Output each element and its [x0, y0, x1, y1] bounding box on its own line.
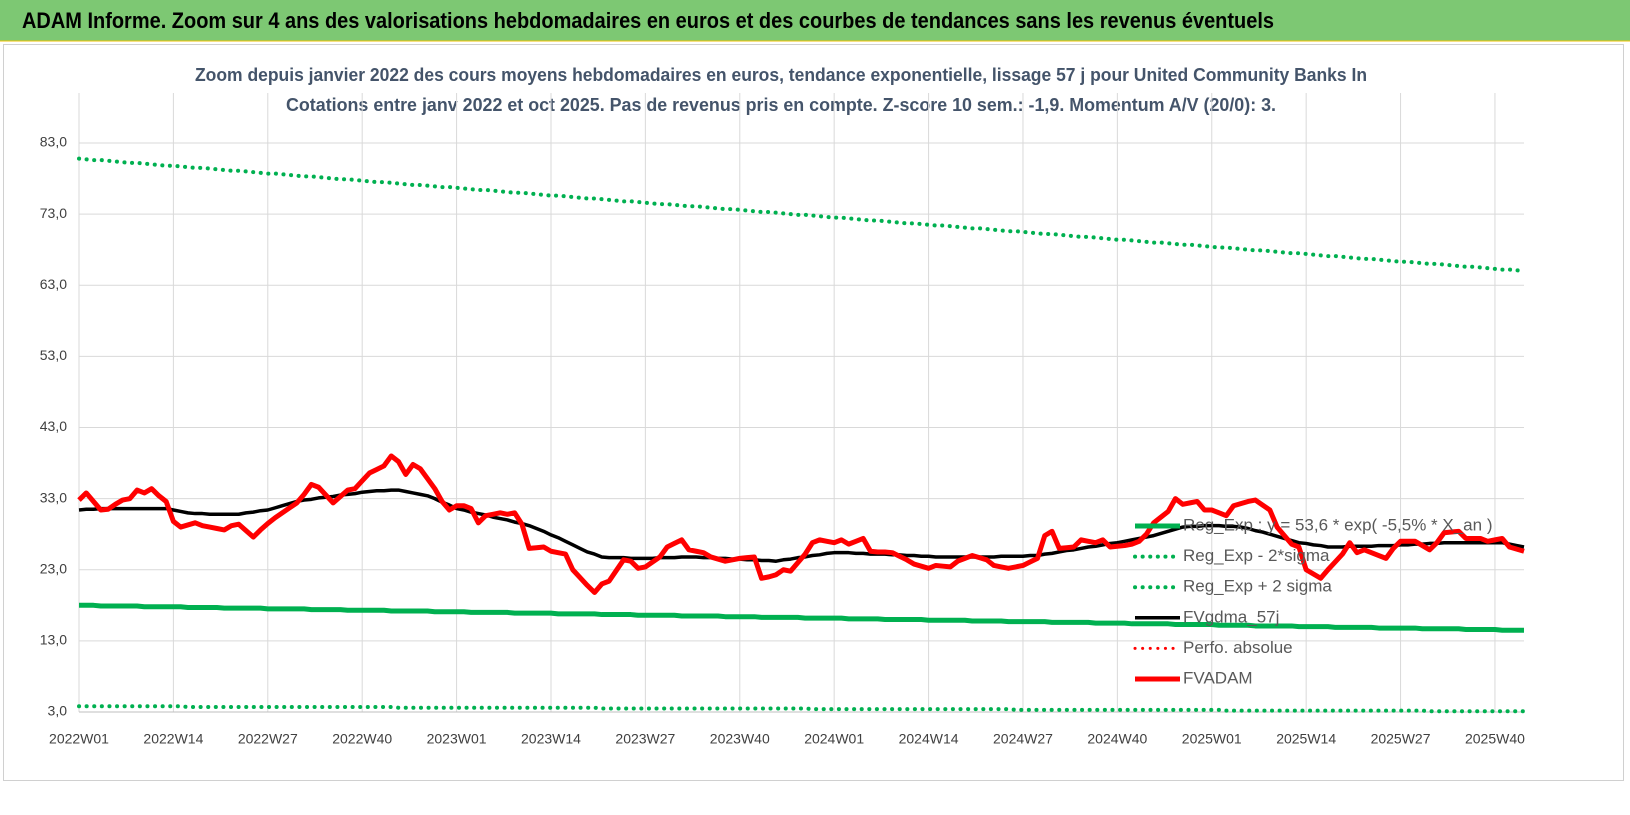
legend-label: FVADAM: [1183, 668, 1253, 687]
x-tick-label: 2024W27: [993, 731, 1053, 747]
x-tick-label: 2022W40: [332, 731, 392, 747]
y-tick-label: 83,0: [40, 134, 67, 150]
x-tick-label: 2023W01: [427, 731, 487, 747]
y-tick-label: 63,0: [40, 276, 67, 292]
legend: Reg_Exp : y = 53,6 * exp( -5,5% * X_an )…: [1133, 515, 1492, 687]
x-tick-label: 2025W40: [1465, 731, 1525, 747]
plot: [77, 156, 1526, 714]
x-tick-label: 2025W14: [1276, 731, 1336, 747]
series-line: [77, 453, 1525, 596]
x-tick-label: 2022W27: [238, 731, 298, 747]
x-tick-label: 2024W40: [1087, 731, 1147, 747]
x-tick-label: 2022W01: [49, 731, 109, 747]
series-line: [77, 156, 1526, 274]
series-line: [77, 704, 1526, 714]
x-tick-label: 2025W01: [1182, 731, 1242, 747]
chart-subtitle: Cotations entre janv 2022 et oct 2025. P…: [286, 95, 1276, 115]
legend-label: Reg_Exp + 2 sigma: [1183, 577, 1332, 596]
x-tick-label: 2024W01: [804, 731, 864, 747]
legend-label: FVgdma_57j: [1183, 607, 1279, 626]
y-tick-label: 23,0: [40, 560, 67, 576]
header-title: ADAM Informe. Zoom sur 4 ans des valoris…: [22, 8, 1274, 33]
chart-title: Zoom depuis janvier 2022 des cours moyen…: [195, 65, 1367, 85]
x-tick-label: 2023W14: [521, 731, 581, 747]
series-line: [79, 602, 1524, 633]
legend-label: Perfo. absolue: [1183, 638, 1293, 657]
x-tick-label: 2025W27: [1371, 731, 1431, 747]
x-tick-label: 2024W14: [899, 731, 959, 747]
y-tick-label: 43,0: [40, 418, 67, 434]
y-tick-label: 13,0: [40, 632, 67, 648]
header-bar: [0, 0, 1630, 41]
y-tick-label: 73,0: [40, 205, 67, 221]
y-tick-label: 33,0: [40, 489, 67, 505]
x-tick-label: 2023W27: [615, 731, 675, 747]
legend-label: Reg_Exp - 2*sigma: [1183, 546, 1330, 565]
x-tick-label: 2022W14: [143, 731, 203, 747]
chart-frame: [3, 44, 1624, 781]
legend-label: Reg_Exp : y = 53,6 * exp( -5,5% * X_an ): [1183, 515, 1492, 534]
x-tick-label: 2023W40: [710, 731, 770, 747]
y-tick-label: 3,0: [48, 703, 68, 719]
y-tick-label: 53,0: [40, 347, 67, 363]
